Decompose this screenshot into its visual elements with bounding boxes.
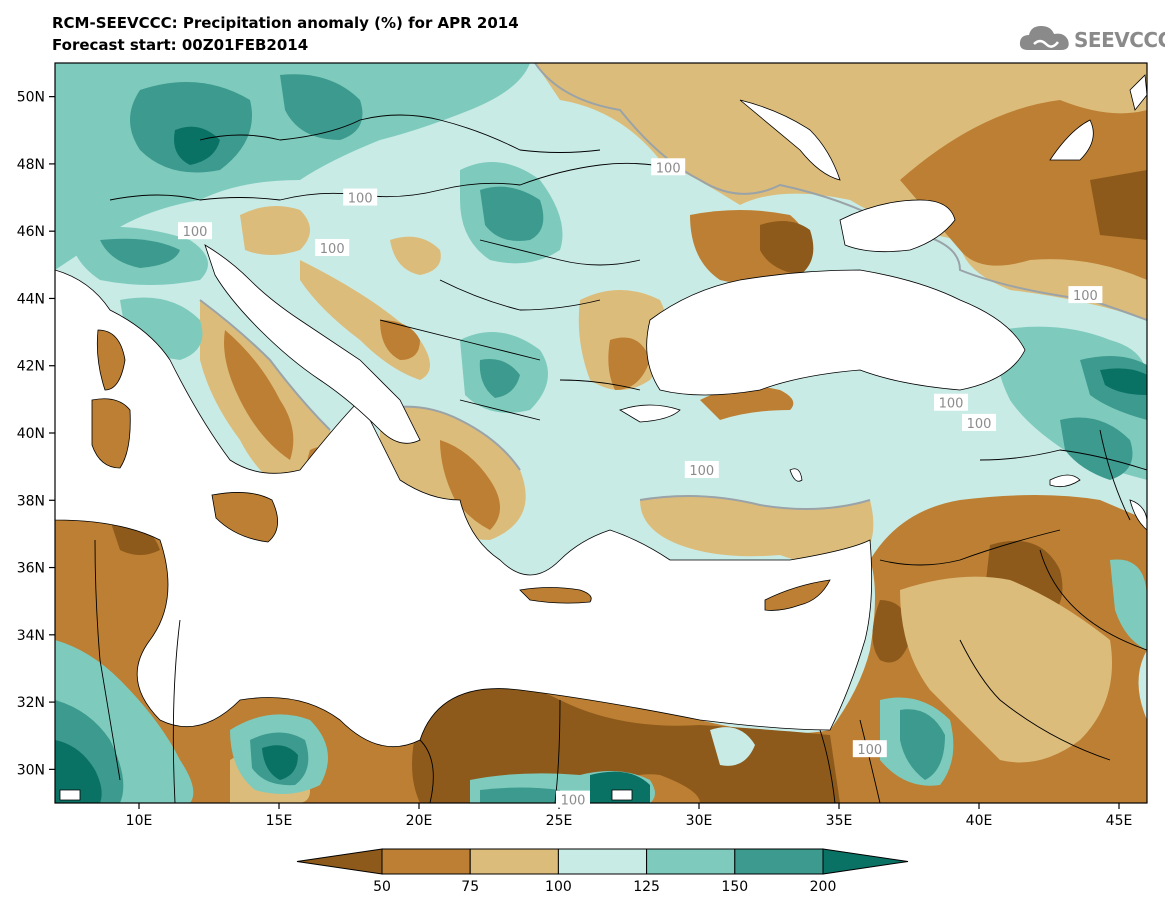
colorbar: 50 75 100 125 150 200 xyxy=(296,848,909,895)
contour-label: 100 xyxy=(561,794,586,809)
contour-label: 100 xyxy=(967,417,992,432)
lat-tick-label: 42N xyxy=(17,359,45,375)
lat-tick-label: 38N xyxy=(17,493,45,509)
colorbar-label: 200 xyxy=(810,879,837,895)
contour-label-bg xyxy=(343,188,378,206)
map-plot-area xyxy=(55,63,1147,803)
colorbar-box xyxy=(381,848,471,875)
forecast-start-label: Forecast start: 00Z01FEB2014 xyxy=(52,36,309,54)
lon-tick-label: 25E xyxy=(546,813,573,829)
lat-tick-label: 46N xyxy=(17,224,45,240)
colorbar-label: 150 xyxy=(721,879,748,895)
wet-anomaly-fields xyxy=(55,63,1147,803)
contour-label: 100 xyxy=(857,743,882,758)
lat-tick-label: 40N xyxy=(17,426,45,442)
contour-label-bg xyxy=(852,740,887,758)
seevccc-logo: SEEVCCC xyxy=(1018,22,1165,56)
colorbar-box xyxy=(734,848,824,875)
latitude-axis: 50N 48N 46N 44N 42N 40N 38N 36N 34N 32N 30N xyxy=(17,90,55,778)
lon-tick-label: 45E xyxy=(1106,813,1133,829)
lon-tick-label: 20E xyxy=(406,813,433,829)
contour-lines-100 xyxy=(199,63,1147,510)
colorbar-label: 50 xyxy=(373,879,391,895)
contour-label: 100 xyxy=(689,464,714,479)
contour-label-bg xyxy=(178,222,212,240)
contour-label-bg xyxy=(315,239,350,256)
contour-label-bg xyxy=(962,413,996,431)
contour-label-bg xyxy=(556,790,590,808)
contour-label-bg xyxy=(651,158,686,176)
contour-label: 100 xyxy=(183,225,208,240)
islands xyxy=(91,329,831,611)
lat-tick-label: 48N xyxy=(17,157,45,173)
lat-tick-label: 34N xyxy=(17,628,45,644)
contour-label: 100 xyxy=(1073,289,1098,304)
colorbar-label: 75 xyxy=(461,879,479,895)
cloud-icon xyxy=(1019,26,1069,50)
contour-label-bg xyxy=(934,393,968,411)
colorbar-label: 100 xyxy=(545,879,572,895)
contour-label: 100 xyxy=(939,397,964,412)
lon-tick-label: 30E xyxy=(686,813,713,829)
colorbar-low-arrow xyxy=(296,848,383,875)
lon-tick-label: 40E xyxy=(966,813,993,829)
lon-tick-label: 10E xyxy=(126,813,153,829)
sea-areas xyxy=(55,74,1147,801)
contour-label: 100 xyxy=(656,161,681,176)
contour-label-bg xyxy=(1068,286,1103,304)
colorbar-box xyxy=(469,848,559,875)
colorbar-box xyxy=(646,848,736,875)
colorbar-label: 125 xyxy=(633,879,660,895)
lon-tick-label: 35E xyxy=(826,813,853,829)
lat-tick-label: 50N xyxy=(17,90,45,106)
lat-tick-label: 32N xyxy=(17,695,45,711)
contour-label-bg xyxy=(684,461,719,478)
lat-tick-label: 36N xyxy=(17,561,45,577)
logo-text: SEEVCCC xyxy=(1074,28,1165,52)
map-title: RCM-SEEVCCC: Precipitation anomaly (%) f… xyxy=(52,14,519,32)
country-borders xyxy=(94,114,1147,803)
contour-label: 100 xyxy=(348,192,373,207)
colorbar-high-arrow xyxy=(822,848,909,875)
contour-label: 100 xyxy=(320,242,345,257)
lat-tick-label: 44N xyxy=(17,291,45,307)
longitude-axis: 10E 15E 20E 25E 30E 35E 40E 45E xyxy=(126,803,1133,829)
lon-tick-label: 15E xyxy=(266,813,293,829)
colorbar-box xyxy=(557,848,648,875)
lat-tick-label: 30N xyxy=(17,762,45,778)
